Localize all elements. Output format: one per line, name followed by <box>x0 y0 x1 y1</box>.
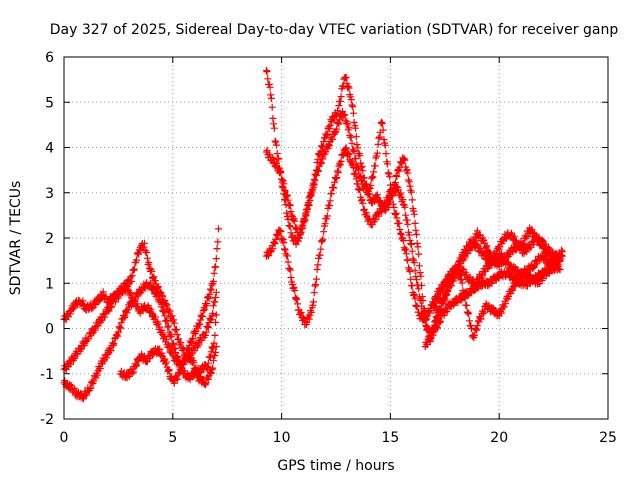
series-trace-9 <box>430 255 562 342</box>
y-tick-label: 5 <box>45 95 54 111</box>
y-tick-label: 1 <box>45 276 54 292</box>
x-tick-label: 15 <box>381 430 399 446</box>
plus-markers <box>430 255 562 342</box>
x-tick-label: 5 <box>168 430 177 446</box>
y-axis-label: SDTVAR / TECUs <box>8 181 24 296</box>
axis-ticks: 0 5 10 15 20 25 -2 -1 0 1 2 3 4 5 6 <box>40 50 617 446</box>
y-tick-label: 6 <box>45 50 54 66</box>
y-tick-label: -1 <box>40 367 54 383</box>
chart-title: Day 327 of 2025, Sidereal Day-to-day VTE… <box>50 22 619 38</box>
y-tick-label: 2 <box>45 231 54 247</box>
y-tick-label: -2 <box>40 412 54 428</box>
series-trace-8 <box>421 229 566 351</box>
y-tick-label: 3 <box>45 186 54 202</box>
x-tick-label: 25 <box>599 430 617 446</box>
x-axis-label: GPS time / hours <box>277 458 394 474</box>
x-tick-label: 10 <box>273 430 291 446</box>
x-tick-label: 20 <box>490 430 508 446</box>
y-tick-label: 0 <box>45 322 54 338</box>
grid <box>64 57 608 419</box>
plus-markers <box>117 343 220 389</box>
x-tick-label: 0 <box>60 430 69 446</box>
y-tick-label: 4 <box>45 141 54 157</box>
series-trace-4 <box>117 343 220 389</box>
plus-markers <box>421 229 566 351</box>
